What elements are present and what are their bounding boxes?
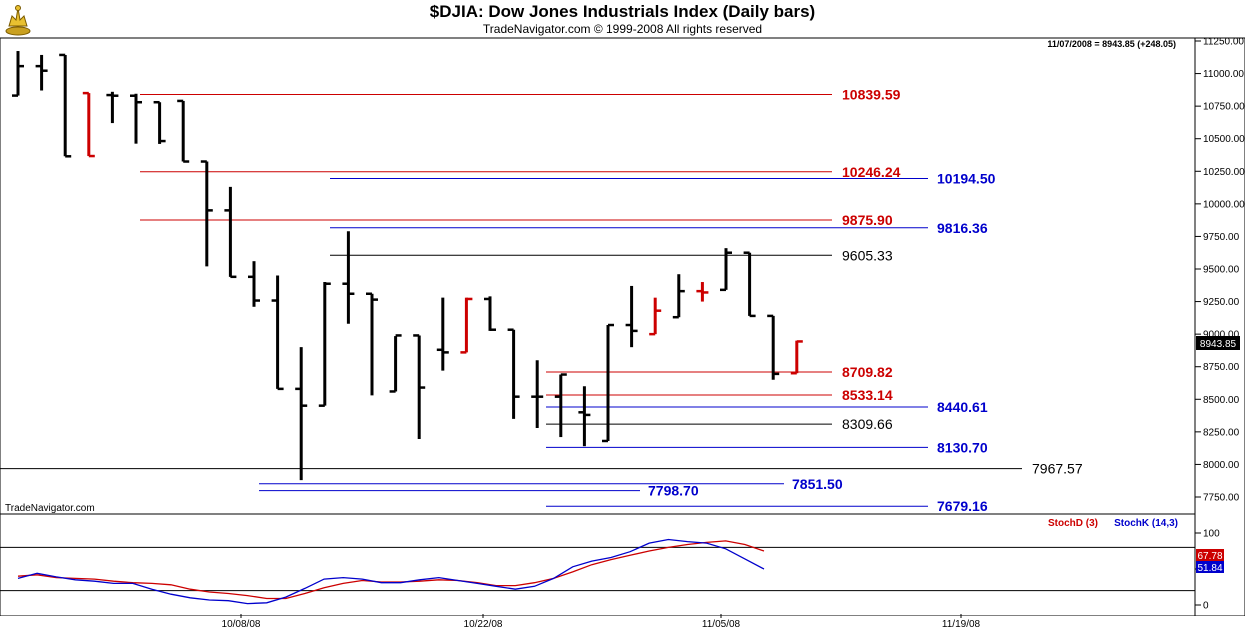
support-resistance-levels: 10839.59 10246.24 10194.50 9875.90 9816.36 96… xyxy=(0,86,1083,514)
stoch-series-line xyxy=(17,538,765,605)
ohlc-bar xyxy=(790,340,803,375)
level-label: 8533.14 xyxy=(842,387,893,403)
last-price-marker: 8943.85 xyxy=(1196,336,1240,350)
stoch-tick-label: 100 xyxy=(1203,529,1220,540)
ohlc-bar xyxy=(649,297,662,336)
ohlc-bar xyxy=(153,100,166,144)
ohlc-bar xyxy=(200,160,213,267)
price-tick-label: 10500.00 xyxy=(1203,134,1245,145)
date-tick-label: 11/05/08 xyxy=(702,619,741,630)
ohlc-bar xyxy=(413,334,426,440)
level-label: 7851.50 xyxy=(792,476,843,492)
date-axis-ticks: 10/08/08 10/22/08 11/05/08 11/19/08 xyxy=(222,614,981,630)
date-tick-label: 10/08/08 xyxy=(222,619,261,630)
price-readout: 11/07/2008 = 8943.85 (+248.05) xyxy=(1047,39,1176,49)
ohlc-bar xyxy=(248,261,260,307)
stochastic-panel xyxy=(0,513,1196,617)
ohlc-bar xyxy=(177,99,190,163)
level-label: 8309.66 xyxy=(842,416,893,432)
price-tick-label: 8500.00 xyxy=(1203,395,1240,406)
ohlc-bar xyxy=(554,373,567,438)
ohlc-bar xyxy=(318,282,331,407)
level-label: 9816.36 xyxy=(937,220,988,236)
gold-bull-logo-icon xyxy=(4,2,32,36)
ohlc-bar xyxy=(295,347,308,481)
legend-stochd: StochD (3) xyxy=(1048,518,1098,529)
price-axis-ticks: 11250.00 11000.00 10750.00 10500.00 10250.00… xyxy=(1195,37,1245,504)
ohlc-bar xyxy=(366,292,378,396)
ohlc-bar xyxy=(625,285,638,348)
price-panel xyxy=(0,37,1196,515)
price-tick-label: 8250.00 xyxy=(1203,427,1240,438)
level-label: 7967.57 xyxy=(1032,461,1083,477)
stoch-tick-label: 0 xyxy=(1203,601,1209,612)
ohlc-bar xyxy=(59,53,72,158)
price-tick-label: 10250.00 xyxy=(1203,167,1245,178)
stochd-last-value: 67.78 xyxy=(1197,551,1222,562)
ohlc-bar xyxy=(82,91,95,158)
ohlc-bar xyxy=(507,328,520,419)
price-tick-label: 9750.00 xyxy=(1203,232,1240,243)
level-label: 7679.16 xyxy=(937,498,988,514)
ohlc-bar xyxy=(531,360,544,428)
stoch-last-values: 67.78 51.84 xyxy=(1196,549,1224,574)
price-axis xyxy=(1194,37,1245,617)
ohlc-bar xyxy=(720,248,732,292)
ohlc-bar xyxy=(460,297,473,354)
ohlc-bars xyxy=(12,51,803,481)
ohlc-bar xyxy=(342,231,355,324)
price-tick-label: 11000.00 xyxy=(1203,69,1244,80)
price-tick-label: 11250.00 xyxy=(1203,37,1244,48)
price-tick-label: 9250.00 xyxy=(1203,297,1240,308)
ohlc-bar xyxy=(767,314,780,380)
level-label: 10246.24 xyxy=(842,164,901,180)
ohlc-bar xyxy=(130,93,142,144)
level-label: 8709.82 xyxy=(842,364,893,380)
ohlc-bar xyxy=(224,186,237,279)
price-tick-label: 8750.00 xyxy=(1203,362,1240,373)
price-tick-label: 10750.00 xyxy=(1203,102,1245,113)
ohlc-bar xyxy=(696,282,709,302)
level-label: 10839.59 xyxy=(842,86,901,102)
price-tick-label: 10000.00 xyxy=(1203,199,1245,210)
level-label: 8130.70 xyxy=(937,439,988,455)
stoch-series-line xyxy=(17,540,765,600)
ohlc-bar xyxy=(602,323,614,443)
watermark: TradeNavigator.com xyxy=(5,503,95,514)
ohlc-bar xyxy=(743,251,756,318)
ohlc-bar xyxy=(35,54,48,91)
ohlc-bar xyxy=(12,51,24,97)
ohlc-bar xyxy=(271,275,284,391)
price-tick-label: 7750.00 xyxy=(1203,493,1240,504)
date-axis xyxy=(0,616,1245,631)
stochk-last-value: 51.84 xyxy=(1197,563,1222,574)
chart-subtitle: TradeNavigator.com © 1999-2008 All right… xyxy=(482,22,763,36)
price-tick-label: 9000.00 xyxy=(1203,330,1240,341)
ohlc-bar xyxy=(578,386,591,447)
last-price-label: 8943.85 xyxy=(1200,339,1237,350)
legend-stochk: StochK (14,3) xyxy=(1114,518,1178,529)
ohlc-bar xyxy=(484,296,496,331)
date-tick-label: 11/19/08 xyxy=(942,619,981,630)
chart-header: $DJIA: Dow Jones Industrials Index (Dail… xyxy=(0,0,1245,38)
ohlc-bar xyxy=(672,274,685,319)
ohlc-bar xyxy=(436,297,449,371)
stochastic-lines: 100500 xyxy=(0,529,1220,612)
level-label: 10194.50 xyxy=(937,171,996,187)
level-label: 8440.61 xyxy=(937,399,988,415)
ohlc-bar xyxy=(389,334,402,393)
date-tick-label: 10/22/08 xyxy=(464,619,503,630)
level-label: 7798.70 xyxy=(648,483,699,499)
price-tick-label: 8000.00 xyxy=(1203,460,1240,471)
price-tick-label: 9500.00 xyxy=(1203,265,1240,276)
level-label: 9875.90 xyxy=(842,212,893,228)
level-label: 9605.33 xyxy=(842,247,893,263)
ohlc-bar xyxy=(106,91,119,124)
chart-title: $DJIA: Dow Jones Industrials Index (Dail… xyxy=(429,2,816,21)
